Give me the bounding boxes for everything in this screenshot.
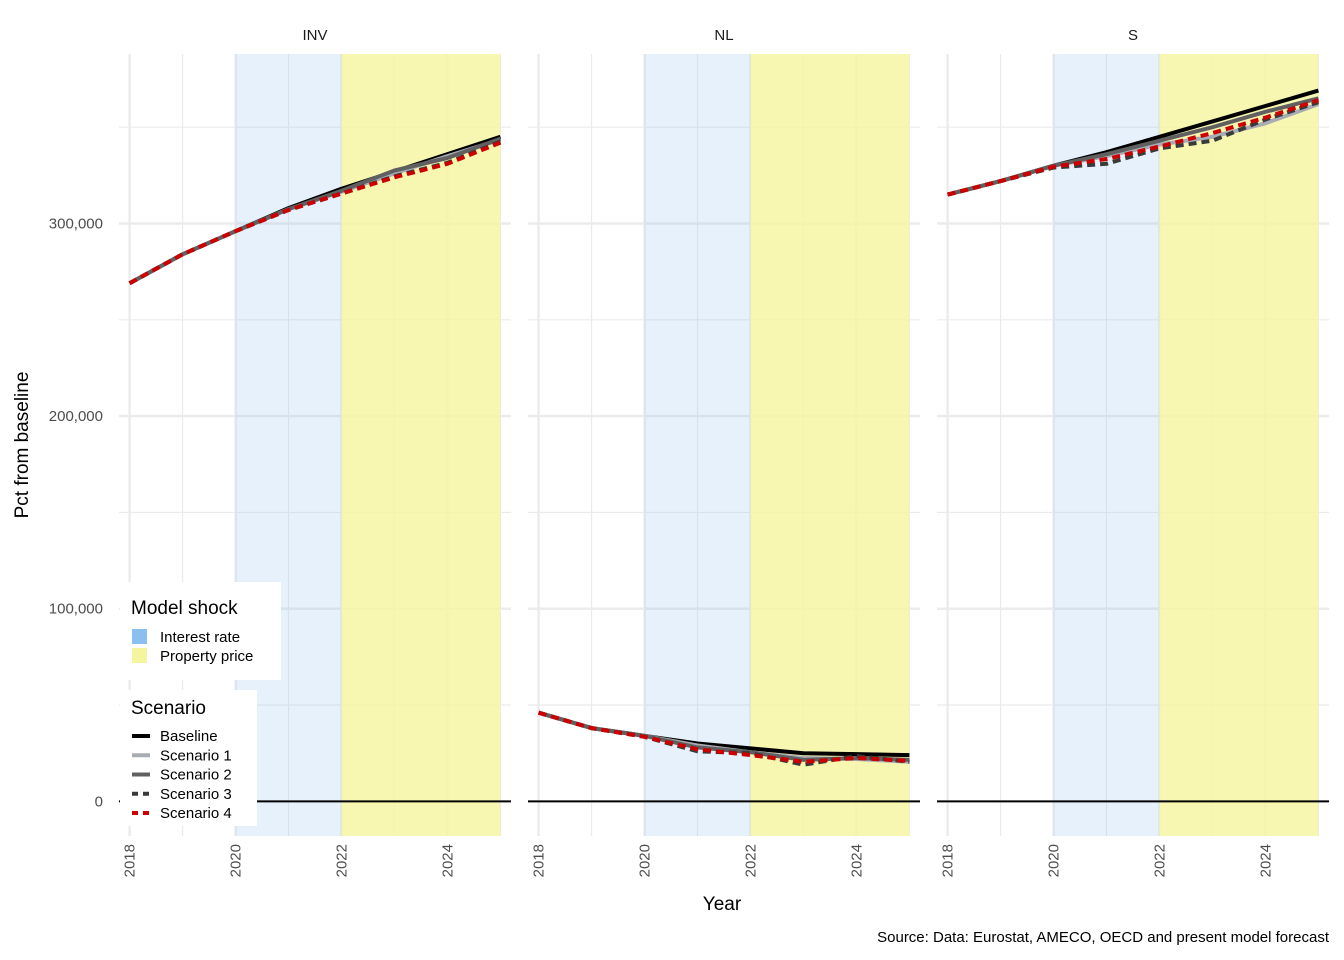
series-line-scenario-2 — [947, 96, 1319, 197]
panel-s: S 2018 2020 2022 2024 — [937, 27, 1329, 877]
legend-swatch — [132, 648, 147, 663]
y-tick-label: 0 — [95, 793, 103, 810]
x-axis-title: Year — [703, 894, 742, 915]
x-tick-label: 2024 — [439, 844, 456, 877]
x-tick-label: 2020 — [228, 844, 245, 877]
x-tick-label: 2022 — [1151, 844, 1168, 877]
y-tick-label: 100,000 — [49, 601, 103, 618]
legend-scenario-background — [120, 690, 257, 826]
legend-shock-title: Model shock — [131, 598, 238, 619]
legend-label: Scenario 3 — [160, 786, 232, 803]
legend-label: Property price — [160, 648, 253, 665]
panel-nl: NL 2018 2020 2022 2024 — [528, 27, 920, 877]
series-line-scenario-3 — [947, 100, 1320, 197]
legend-label: Baseline — [160, 728, 218, 745]
shock-band-interest-rate — [644, 54, 751, 836]
y-tick-label: 300,000 — [49, 215, 103, 232]
y-tick-label: 200,000 — [49, 408, 103, 425]
x-tick-label: 2024 — [848, 844, 865, 877]
panel-inv: INV 2018 2020 2022 2024 0 100,000 200,000 300,00… — [49, 27, 511, 877]
x-tick-label: 2022 — [742, 844, 759, 877]
legend-label: Interest rate — [160, 629, 240, 646]
panel-title: INV — [302, 27, 327, 44]
shock-band-property-price — [750, 54, 910, 836]
shock-band-property-price — [1159, 54, 1319, 836]
legend-label: Scenario 4 — [160, 805, 232, 822]
legend-swatch — [132, 629, 147, 644]
x-tick-label: 2024 — [1257, 844, 1274, 877]
series-line-scenario-4 — [538, 710, 910, 764]
x-tick-label: 2018 — [940, 844, 957, 877]
series-line-scenario-4 — [947, 98, 1320, 197]
x-tick-label: 2018 — [122, 844, 139, 877]
y-axis-title: Pct from baseline — [12, 372, 33, 519]
panel-title: NL — [714, 27, 733, 44]
legend-label: Scenario 1 — [160, 747, 232, 764]
x-tick-label: 2018 — [531, 844, 548, 877]
legend-shock-items: Interest rate Property price — [132, 629, 253, 665]
legend-scenario-items: Baseline Scenario 1 Scenario 2 Scenario 3 Sc… — [132, 728, 232, 822]
x-tick-label: 2022 — [333, 844, 350, 877]
x-tick-label: 2020 — [1046, 844, 1063, 877]
shock-band-interest-rate — [1053, 54, 1160, 836]
legend-scenario-title: Scenario — [131, 698, 206, 719]
series-line-scenario-4 — [128, 140, 502, 285]
x-tick-label: 2020 — [637, 844, 654, 877]
panel-title: S — [1128, 27, 1138, 44]
legend-label: Scenario 2 — [160, 767, 232, 784]
chart-caption: Source: Data: Eurostat, AMECO, OECD and … — [877, 929, 1330, 946]
